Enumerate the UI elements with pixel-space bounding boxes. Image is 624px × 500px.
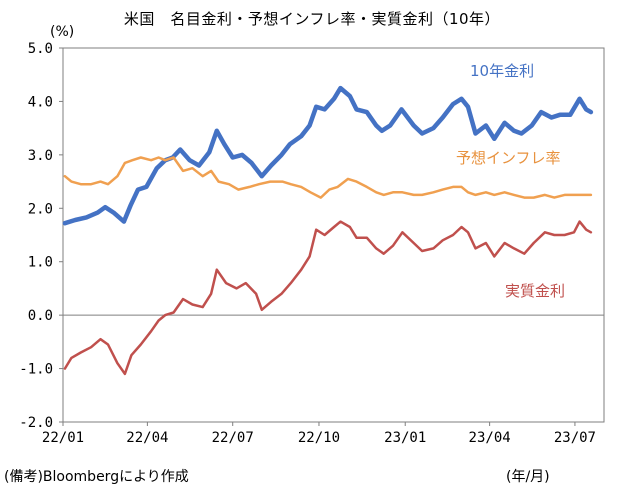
- x-tick-label: 23/01: [384, 430, 426, 446]
- axis-tick-labels: 5.0 4.0 3.0 2.0 1.0 0.0 -1.0 -2.022/01 22/04 22/0…: [19, 41, 596, 446]
- series-label: 予想インフレ率: [456, 149, 561, 167]
- series-line: [63, 220, 593, 376]
- x-tick-label: 23/07: [554, 430, 596, 446]
- plot-area: [62, 47, 605, 423]
- x-tick-label: 22/07: [212, 430, 254, 446]
- y-tick-label: -2.0: [19, 415, 53, 431]
- y-axis-unit: (%): [50, 24, 75, 40]
- y-tick-label: 4.0: [28, 94, 53, 110]
- y-tick-label: 0.0: [28, 308, 53, 324]
- x-tick-label: 22/01: [42, 430, 84, 446]
- y-tick-label: 1.0: [28, 255, 53, 271]
- y-tick-label: 2.0: [28, 201, 53, 217]
- y-tick-label: 5.0: [28, 41, 53, 57]
- x-tick-label: 23/04: [469, 430, 511, 446]
- series-line: [62, 85, 594, 226]
- plot-border: [62, 47, 605, 423]
- chart-title: 米国 名目金利・予想インフレ率・実質金利（10年）: [123, 10, 501, 28]
- x-tick-label: 22/10: [298, 430, 340, 446]
- y-tick-label: -1.0: [19, 362, 53, 378]
- source-note: (備考)Bloombergにより作成: [4, 469, 189, 485]
- y-tick-label: 3.0: [28, 148, 53, 164]
- series-label: 実質金利: [505, 282, 565, 300]
- x-axis-unit: (年/月): [506, 469, 550, 485]
- series-lines: [62, 85, 594, 376]
- series-line: [63, 156, 593, 199]
- x-tick-label: 22/04: [126, 430, 168, 446]
- series-label: 10年金利: [470, 62, 534, 80]
